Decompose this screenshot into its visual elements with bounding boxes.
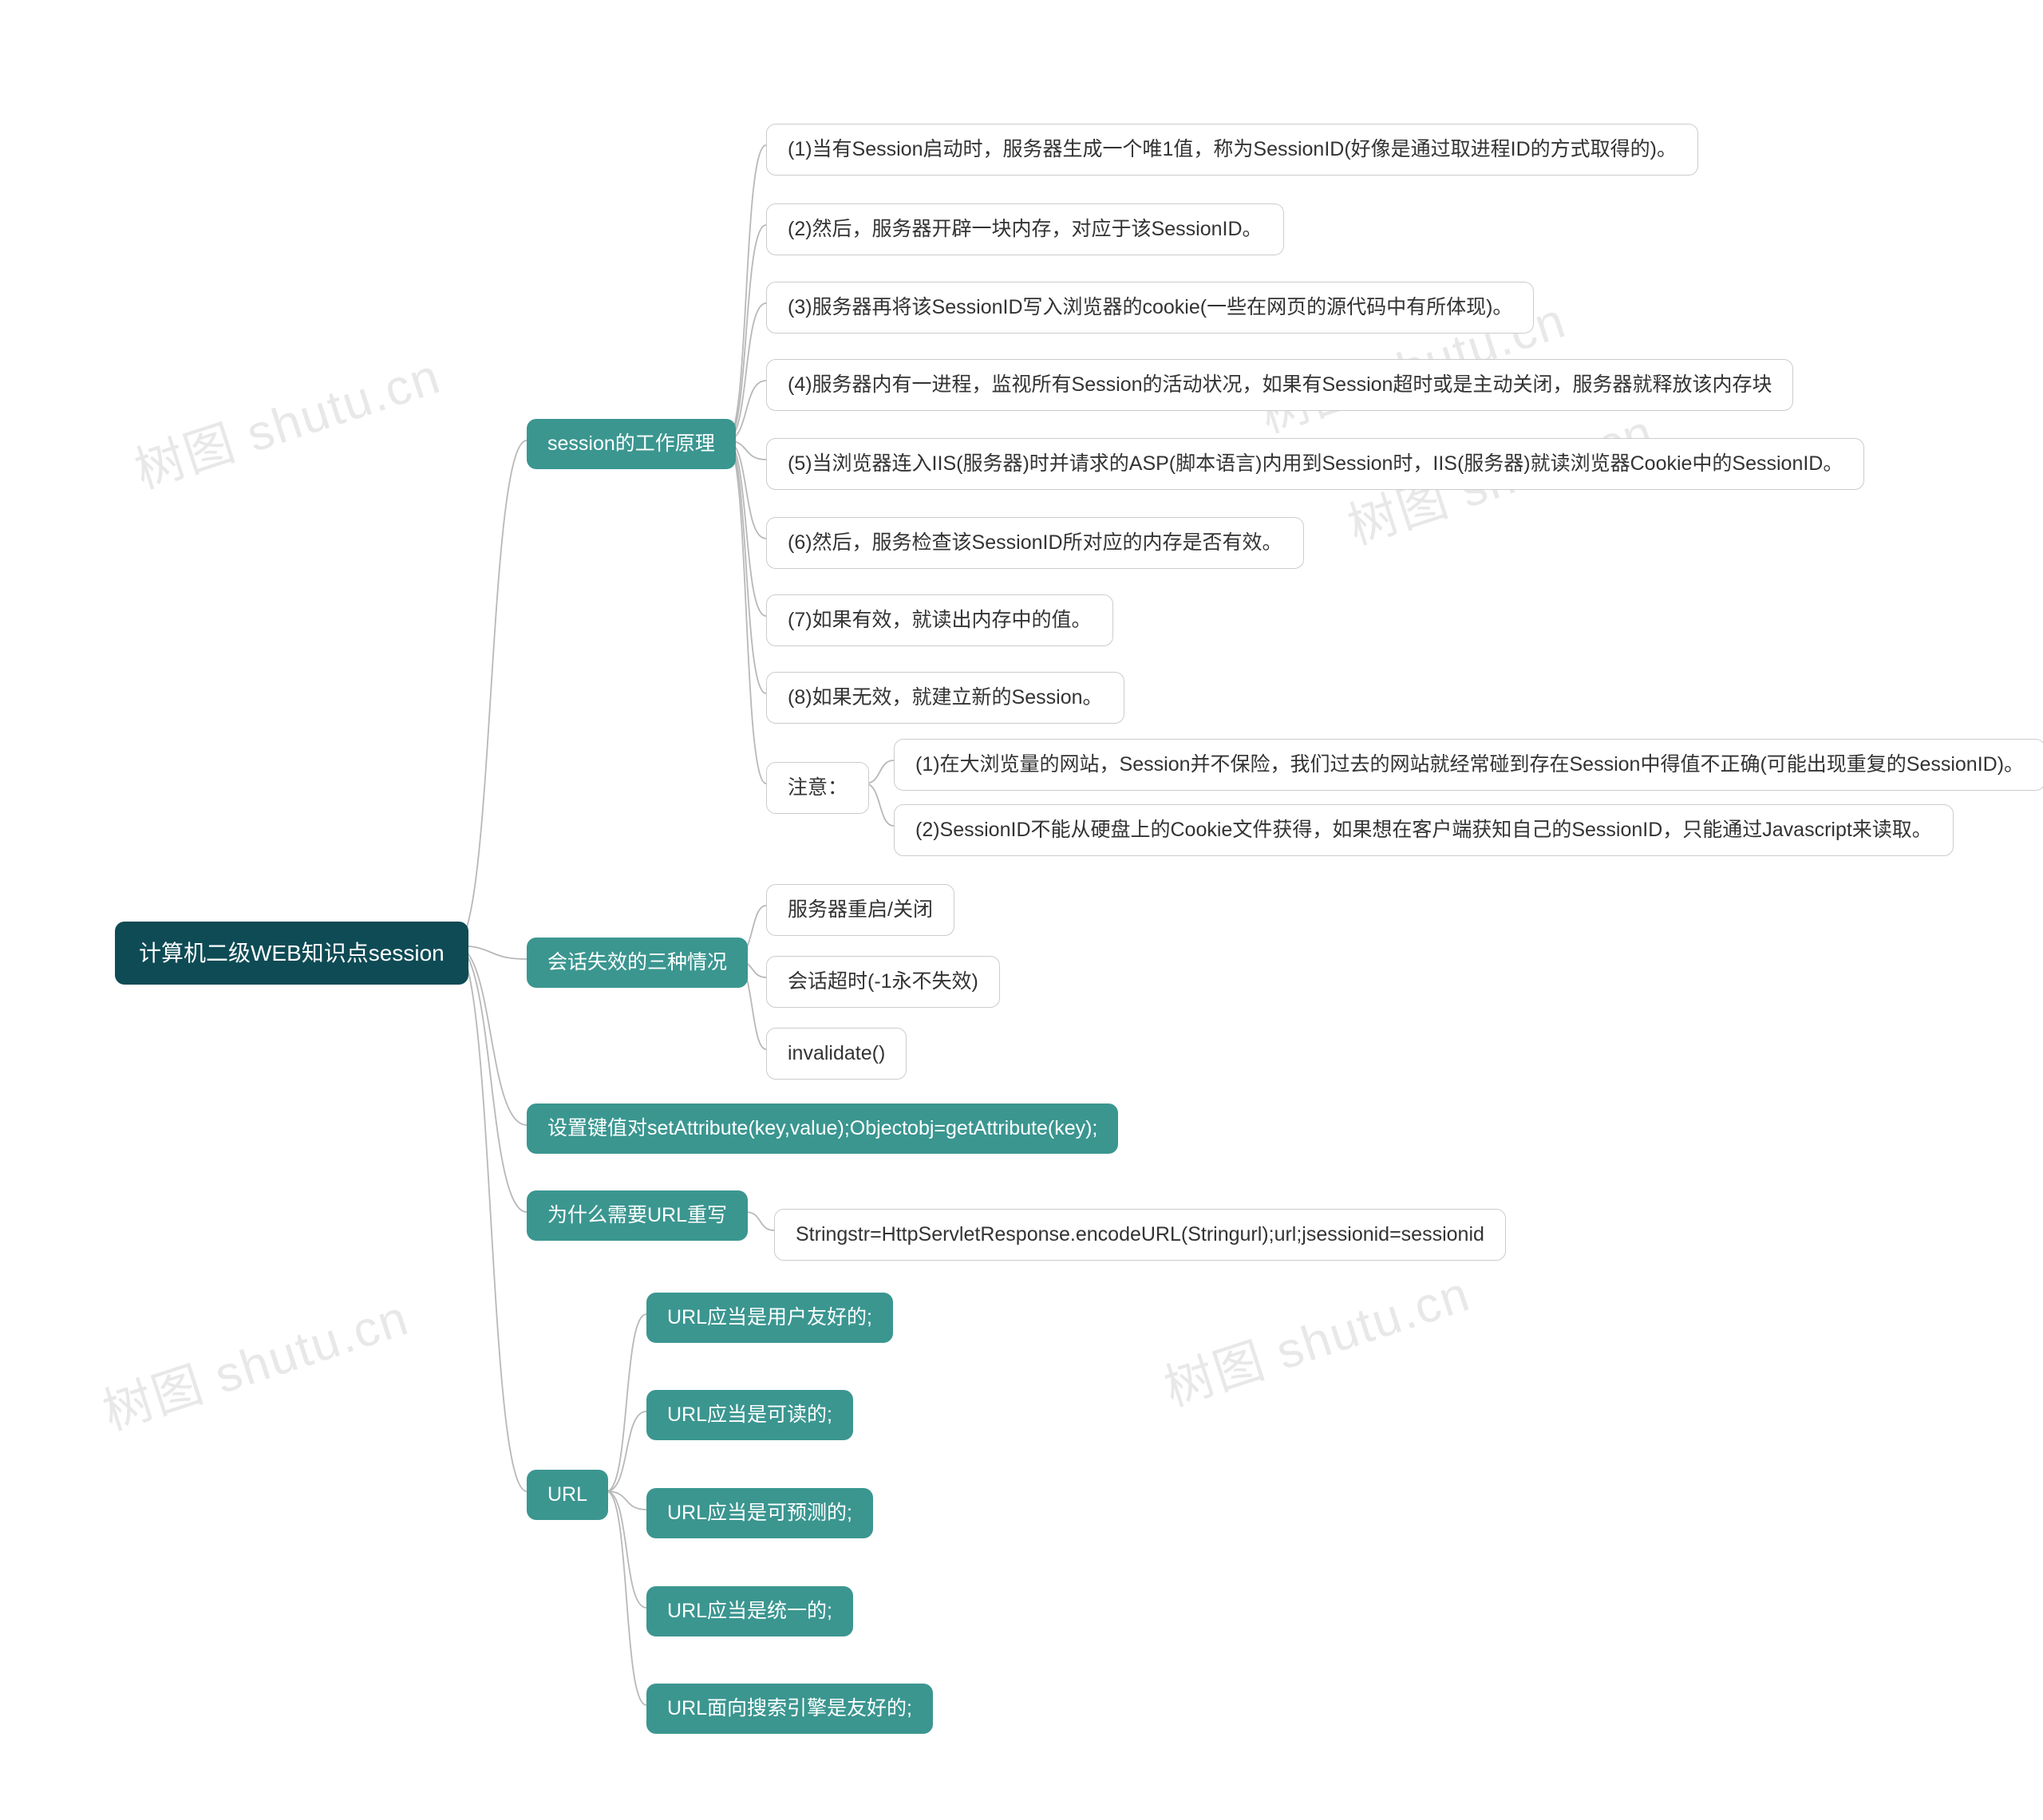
branch-url-rewrite[interactable]: 为什么需要URL重写 xyxy=(527,1190,748,1241)
branch-set-attribute[interactable]: 设置键值对setAttribute(key,value);Objectobj=g… xyxy=(527,1103,1118,1154)
root-node[interactable]: 计算机二级WEB知识点session xyxy=(115,922,468,985)
watermark: 树图 shutu.cn xyxy=(124,336,449,502)
leaf-node[interactable]: (5)当浏览器连入IIS(服务器)时并请求的ASP(脚本语言)内用到Sessio… xyxy=(766,438,1864,490)
leaf-node[interactable]: invalidate() xyxy=(766,1028,907,1080)
leaf-node[interactable]: (4)服务器内有一进程，监视所有Session的活动状况，如果有Session超… xyxy=(766,359,1793,411)
leaf-node[interactable]: Stringstr=HttpServletResponse.encodeURL(… xyxy=(774,1209,1506,1261)
leaf-node[interactable]: (3)服务器再将该SessionID写入浏览器的cookie(一些在网页的源代码… xyxy=(766,282,1534,334)
leaf-node[interactable]: (1)当有Session启动时，服务器生成一个唯1值，称为SessionID(好… xyxy=(766,124,1698,176)
branch-url[interactable]: URL xyxy=(527,1470,608,1520)
leaf-node[interactable]: (7)如果有效，就读出内存中的值。 xyxy=(766,594,1113,646)
watermark: 树图 shutu.cn xyxy=(1154,1253,1478,1419)
connector-lines xyxy=(0,0,2043,1820)
leaf-node[interactable]: (8)如果无效，就建立新的Session。 xyxy=(766,672,1124,724)
leaf-node[interactable]: URL应当是可读的; xyxy=(646,1390,853,1440)
branch-session-invalid[interactable]: 会话失效的三种情况 xyxy=(527,938,748,988)
leaf-node[interactable]: URL应当是可预测的; xyxy=(646,1488,873,1538)
leaf-node[interactable]: (6)然后，服务检查该SessionID所对应的内存是否有效。 xyxy=(766,517,1304,569)
leaf-node[interactable]: (1)在大浏览量的网站，Session并不保险，我们过去的网站就经常碰到存在Se… xyxy=(894,739,2043,791)
watermark: 树图 shutu.cn xyxy=(93,1277,417,1443)
leaf-node[interactable]: URL应当是统一的; xyxy=(646,1586,853,1636)
leaf-node[interactable]: URL面向搜索引擎是友好的; xyxy=(646,1684,933,1734)
leaf-node[interactable]: URL应当是用户友好的; xyxy=(646,1293,893,1343)
leaf-node[interactable]: (2)SessionID不能从硬盘上的Cookie文件获得，如果想在客户端获知自… xyxy=(894,804,1954,856)
branch-session-principle[interactable]: session的工作原理 xyxy=(527,419,736,469)
leaf-node[interactable]: (2)然后，服务器开辟一块内存，对应于该SessionID。 xyxy=(766,203,1284,255)
leaf-node[interactable]: 会话超时(-1永不失效) xyxy=(766,956,1000,1008)
leaf-node[interactable]: 服务器重启/关闭 xyxy=(766,884,954,936)
leaf-note[interactable]: 注意： xyxy=(766,762,869,814)
